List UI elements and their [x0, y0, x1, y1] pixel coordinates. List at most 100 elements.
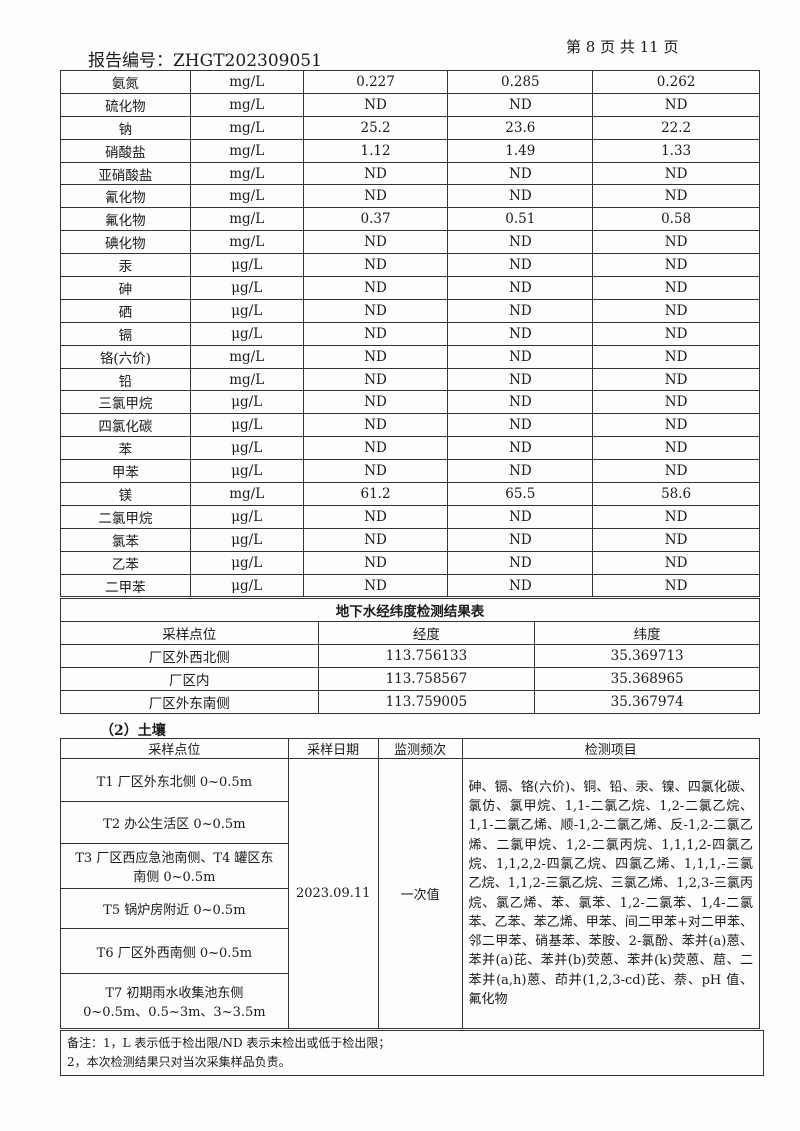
value-1-cell: ND	[302, 253, 449, 278]
value-2-cell: 65.5	[447, 482, 594, 506]
table-row: 二氯甲烷 μg/L ND ND ND	[60, 504, 760, 529]
value-1-cell: 0.37	[302, 207, 449, 232]
value-2-cell: ND	[447, 253, 594, 278]
value-3-cell: ND	[592, 504, 760, 529]
value-3-cell: 22.2	[592, 115, 760, 140]
value-1-cell: ND	[302, 92, 449, 117]
table-row: 硒 μg/L ND ND ND	[60, 298, 760, 323]
parameter-cell: 铬(六价)	[60, 344, 191, 369]
parameter-cell: 碘化物	[60, 230, 191, 255]
table-row: 乙苯 μg/L ND ND ND	[60, 550, 760, 575]
header-cell: 经度	[317, 621, 536, 645]
parameter-cell: 乙苯	[60, 550, 191, 575]
unit-cell: mg/L	[189, 367, 304, 392]
table-row: 砷 μg/L ND ND ND	[60, 276, 760, 300]
parameter-cell: 氟化物	[60, 207, 191, 232]
table-row: 钠 mg/L 25.2 23.6 22.2	[60, 115, 760, 140]
sample-date: 2023.09.11	[287, 758, 379, 1029]
parameter-cell: 四氯化碳	[60, 413, 191, 438]
parameter-cell: 氰化物	[60, 184, 191, 209]
value-3-cell: ND	[592, 573, 760, 598]
unit-cell: μg/L	[189, 504, 304, 529]
sample-point: T1 厂区外东北侧 0~0.5m	[60, 758, 289, 802]
table-row: 铬(六价) mg/L ND ND ND	[60, 344, 760, 369]
table-row: 碘化物 mg/L ND ND ND	[60, 230, 760, 255]
value-2-cell: ND	[447, 161, 594, 186]
cell: 厂区外东南侧	[60, 690, 319, 714]
value-3-cell: ND	[592, 298, 760, 323]
header-cell: 检测项目	[461, 738, 760, 759]
report-number: 报告编号：ZHGT202309051	[88, 51, 322, 71]
value-3-cell: ND	[592, 390, 760, 415]
value-3-cell: ND	[592, 367, 760, 392]
value-3-cell: ND	[592, 276, 760, 300]
groundwater-results-table: 氨氮 mg/L 0.227 0.285 0.262 硫化物 mg/L ND ND ND 钠 mg/L 2…	[60, 70, 760, 598]
sample-point: T3 厂区西应急池南侧、T4 罐区东南侧 0~0.5m	[60, 843, 289, 889]
value-3-cell: ND	[592, 527, 760, 552]
value-2-cell: 0.285	[447, 70, 594, 94]
value-1-cell: ND	[302, 459, 449, 484]
value-3-cell: 0.262	[592, 70, 760, 94]
unit-cell: μg/L	[189, 436, 304, 461]
value-1-cell: ND	[302, 344, 449, 369]
value-1-cell: ND	[302, 504, 449, 529]
value-3-cell: ND	[592, 161, 760, 186]
value-1-cell: ND	[302, 298, 449, 323]
table-row: 汞 μg/L ND ND ND	[60, 253, 760, 278]
cell: 35.367974	[534, 690, 760, 714]
unit-cell: mg/L	[189, 138, 304, 163]
soil-table: 采样点位 采样日期 监测频次 检测项目 T1 厂区外东北侧 0~0.5m 2023.0…	[60, 738, 760, 1029]
table-row: 二甲苯 μg/L ND ND ND	[60, 573, 760, 598]
table-row: 氯苯 μg/L ND ND ND	[60, 527, 760, 552]
value-2-cell: ND	[447, 276, 594, 300]
value-3-cell: ND	[592, 550, 760, 575]
table-row: 硫化物 mg/L ND ND ND	[60, 92, 760, 117]
table-row: 厂区外西北侧 113.756133 35.369713	[60, 644, 760, 668]
notes: 备注：1，L 表示低于检出限/ND 表示未检出或低于检出限； 2，本次检测结果只…	[60, 1030, 764, 1076]
parameter-cell: 砷	[60, 276, 191, 300]
unit-cell: μg/L	[189, 276, 304, 300]
unit-cell: mg/L	[189, 70, 304, 94]
page-number: 第 8 页 共 11 页	[566, 38, 679, 56]
parameter-cell: 氯苯	[60, 527, 191, 552]
unit-cell: mg/L	[189, 344, 304, 369]
table-row: 氰化物 mg/L ND ND ND	[60, 184, 760, 209]
sample-point: T7 初期雨水收集池东侧 0~0.5m、0.5~3m、3~3.5m	[60, 973, 289, 1029]
value-1-cell: ND	[302, 161, 449, 186]
parameter-cell: 钠	[60, 115, 191, 140]
value-2-cell: 0.51	[447, 207, 594, 232]
unit-cell: mg/L	[189, 230, 304, 255]
value-2-cell: ND	[447, 321, 594, 346]
value-1-cell: ND	[302, 184, 449, 209]
cell: 113.758567	[317, 667, 536, 691]
table-row: 氨氮 mg/L 0.227 0.285 0.262	[60, 70, 760, 94]
parameter-cell: 氨氮	[60, 70, 191, 94]
value-2-cell: ND	[447, 573, 594, 598]
header-cell: 监测频次	[377, 738, 463, 759]
coordinates-table: 地下水经纬度检测结果表 采样点位 经度 纬度 厂区外西北侧 113.756133 35.…	[60, 598, 760, 714]
value-2-cell: ND	[447, 344, 594, 369]
unit-cell: mg/L	[189, 92, 304, 117]
parameter-cell: 硒	[60, 298, 191, 323]
table-row: 厂区内 113.758567 35.368965	[60, 667, 760, 691]
value-1-cell: ND	[302, 367, 449, 392]
header-cell: 采样日期	[287, 738, 379, 759]
value-3-cell: ND	[592, 344, 760, 369]
cell: 厂区内	[60, 667, 319, 691]
unit-cell: μg/L	[189, 550, 304, 575]
value-2-cell: ND	[447, 413, 594, 438]
unit-cell: μg/L	[189, 459, 304, 484]
parameter-cell: 硫化物	[60, 92, 191, 117]
value-3-cell: 1.33	[592, 138, 760, 163]
value-1-cell: 1.12	[302, 138, 449, 163]
unit-cell: μg/L	[189, 390, 304, 415]
sample-point: T5 锅炉房附近 0~0.5m	[60, 888, 289, 929]
parameter-cell: 硝酸盐	[60, 138, 191, 163]
value-1-cell: ND	[302, 550, 449, 575]
value-2-cell: ND	[447, 92, 594, 117]
unit-cell: μg/L	[189, 573, 304, 598]
unit-cell: mg/L	[189, 184, 304, 209]
parameter-cell: 汞	[60, 253, 191, 278]
value-1-cell: ND	[302, 436, 449, 461]
value-2-cell: ND	[447, 367, 594, 392]
